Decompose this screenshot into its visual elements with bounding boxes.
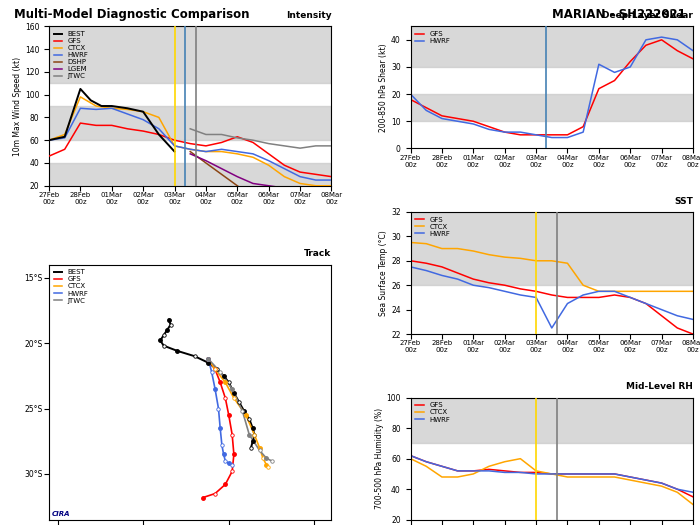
Bar	[49, 26, 332, 83]
Text: CIRA: CIRA	[52, 511, 70, 517]
Text: Mid-Level RH: Mid-Level RH	[626, 382, 693, 391]
Text: Multi-Model Diagnostic Comparison: Multi-Model Diagnostic Comparison	[14, 8, 249, 21]
Y-axis label: Sea Surface Temp (°C): Sea Surface Temp (°C)	[379, 230, 389, 316]
Legend: GFS, CTCX, HWRF: GFS, CTCX, HWRF	[414, 215, 452, 238]
Y-axis label: 200-850 hPa Shear (kt): 200-850 hPa Shear (kt)	[379, 43, 389, 132]
Text: Deep-Layer Shear: Deep-Layer Shear	[602, 11, 693, 20]
Legend: GFS, HWRF: GFS, HWRF	[414, 30, 452, 46]
Legend: GFS, CTCX, HWRF: GFS, CTCX, HWRF	[414, 401, 452, 424]
Text: Intensity: Intensity	[286, 11, 332, 20]
Legend: BEST, GFS, CTCX, HWRF, JTWC: BEST, GFS, CTCX, HWRF, JTWC	[52, 268, 90, 305]
Y-axis label: 700-500 hPa Humidity (%): 700-500 hPa Humidity (%)	[374, 408, 384, 509]
Bar	[410, 94, 693, 121]
Y-axis label: 10m Max Wind Speed (kt): 10m Max Wind Speed (kt)	[13, 57, 22, 155]
Text: MARIAN - SH222021: MARIAN - SH222021	[552, 8, 686, 21]
Bar	[410, 26, 693, 67]
Text: SST: SST	[674, 196, 693, 206]
Bar	[49, 163, 332, 186]
Bar	[49, 106, 332, 140]
Text: Track: Track	[304, 249, 332, 258]
Legend: BEST, GFS, CTCX, HWRF, DSHP, LGEM, JTWC: BEST, GFS, CTCX, HWRF, DSHP, LGEM, JTWC	[52, 30, 90, 81]
Bar	[410, 397, 693, 444]
Bar	[410, 212, 693, 285]
